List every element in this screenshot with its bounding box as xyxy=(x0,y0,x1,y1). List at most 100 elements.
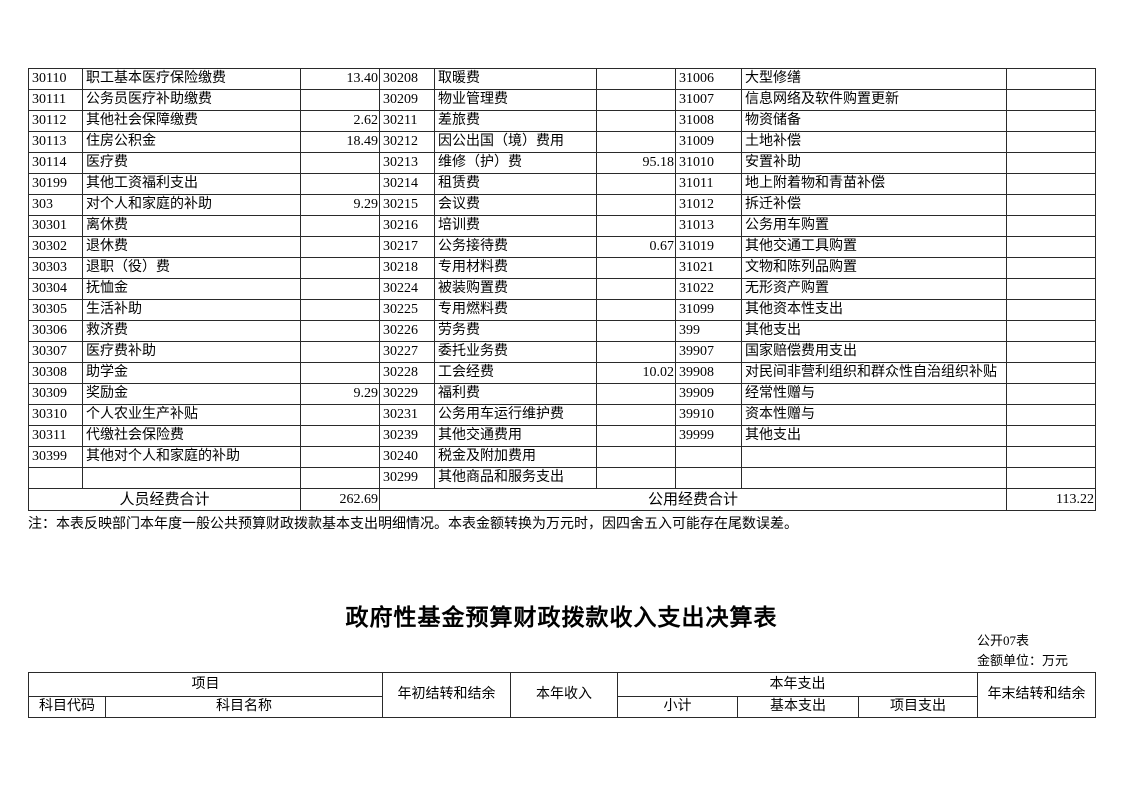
subject-name-cell: 培训费 xyxy=(434,215,597,237)
subject-name-cell: 无形资产购置 xyxy=(741,278,1007,300)
subject-code-cell: 30310 xyxy=(28,404,83,426)
totals-row: 人员经费合计 262.69 公用经费合计 113.22 xyxy=(28,488,1096,511)
table-code-label: 公开07表 xyxy=(977,633,1030,648)
subject-name-cell: 物业管理费 xyxy=(434,89,597,111)
subject-name-cell: 公务用车购置 xyxy=(741,215,1007,237)
amount-cell: 95.18 xyxy=(596,152,676,174)
subject-name-cell: 其他社会保障缴费 xyxy=(82,110,301,132)
amount-cell xyxy=(300,89,380,111)
amount-cell xyxy=(596,89,676,111)
amount-cell xyxy=(300,341,380,363)
subject-name-cell: 医疗费 xyxy=(82,152,301,174)
amount-cell xyxy=(1006,236,1096,258)
subject-name-cell: 会议费 xyxy=(434,194,597,216)
table-row: 30306 救济费 30226 劳务费 399 其他支出 xyxy=(28,320,1096,342)
subject-code-cell: 31022 xyxy=(675,278,742,300)
amount-cell xyxy=(596,404,676,426)
amount-cell xyxy=(596,341,676,363)
subject-name-cell: 租赁费 xyxy=(434,173,597,195)
subject-code-cell: 30229 xyxy=(379,383,435,405)
personnel-total-label: 人员经费合计 xyxy=(28,488,301,511)
subject-code-cell: 30240 xyxy=(379,446,435,468)
subject-code-cell: 31099 xyxy=(675,299,742,321)
subject-code-cell: 31013 xyxy=(675,215,742,237)
subject-name-cell: 抚恤金 xyxy=(82,278,301,300)
amount-cell xyxy=(596,467,676,489)
subject-name-cell: 职工基本医疗保险缴费 xyxy=(82,68,301,90)
subject-code-cell: 30239 xyxy=(379,425,435,447)
amount-cell xyxy=(596,110,676,132)
amount-cell xyxy=(300,152,380,174)
amount-cell xyxy=(1006,110,1096,132)
table-row: 30110 职工基本医疗保险缴费 13.40 30208 取暖费 31006 大型修缮 xyxy=(28,68,1096,90)
subject-code-cell xyxy=(28,467,83,489)
amount-cell xyxy=(300,320,380,342)
subject-code-cell: 30224 xyxy=(379,278,435,300)
subject-code-cell: 30212 xyxy=(379,131,435,153)
subject-code-cell: 30199 xyxy=(28,173,83,195)
table-row: 30114 医疗费 30213 维修（护）费 95.18 31010 安置补助 xyxy=(28,152,1096,174)
subject-name-cell xyxy=(741,446,1007,468)
amount-cell: 0.67 xyxy=(596,236,676,258)
subject-code-cell: 30226 xyxy=(379,320,435,342)
subject-code-cell: 31008 xyxy=(675,110,742,132)
subject-name-cell: 取暖费 xyxy=(434,68,597,90)
amount-cell xyxy=(1006,446,1096,468)
table-row: 30301 离休费 30216 培训费 31013 公务用车购置 xyxy=(28,215,1096,237)
subject-code-cell: 30301 xyxy=(28,215,83,237)
subject-name-cell: 医疗费补助 xyxy=(82,341,301,363)
table-row: 303 对个人和家庭的补助 9.29 30215 会议费 31012 拆迁补偿 xyxy=(28,194,1096,216)
amount-cell xyxy=(1006,257,1096,279)
subject-code-cell: 39909 xyxy=(675,383,742,405)
subject-code-cell: 30299 xyxy=(379,467,435,489)
subject-code-cell: 39999 xyxy=(675,425,742,447)
current-expenditure-header: 本年支出 xyxy=(616,672,979,697)
amount-cell xyxy=(596,299,676,321)
table-row: 30113 住房公积金 18.49 30212 因公出国（境）费用 31009 土地补偿 xyxy=(28,131,1096,153)
table-meta: 公开07表 金额单位：万元 xyxy=(977,631,1068,671)
subject-code-cell: 30215 xyxy=(379,194,435,216)
subject-code-cell: 30209 xyxy=(379,89,435,111)
subtotal-header: 小计 xyxy=(617,696,738,718)
subject-code-cell: 30113 xyxy=(28,131,83,153)
amount-cell: 10.02 xyxy=(596,362,676,384)
subject-name-cell: 税金及附加费用 xyxy=(434,446,597,468)
subject-code-cell: 30112 xyxy=(28,110,83,132)
subject-name-cell xyxy=(82,467,301,489)
subject-name-cell: 对个人和家庭的补助 xyxy=(82,194,301,216)
amount-cell xyxy=(300,467,380,489)
subject-name-cell: 拆迁补偿 xyxy=(741,194,1007,216)
amount-cell xyxy=(300,215,380,237)
subject-name-cell: 其他支出 xyxy=(741,320,1007,342)
subject-code-cell: 399 xyxy=(675,320,742,342)
amount-cell xyxy=(1006,173,1096,195)
amount-cell xyxy=(1006,278,1096,300)
amount-cell xyxy=(300,278,380,300)
subject-name-cell: 代缴社会保险费 xyxy=(82,425,301,447)
table1-body: 30110 职工基本医疗保险缴费 13.40 30208 取暖费 31006 大型修缮 301… xyxy=(28,68,1096,489)
subject-name-cell: 土地补偿 xyxy=(741,131,1007,153)
subject-code-cell: 30111 xyxy=(28,89,83,111)
table-row: 30309 奖励金 9.29 30229 福利费 39909 经常性赠与 xyxy=(28,383,1096,405)
header-row-1: 项目 年初结转和结余 本年收入 本年支出 年末结转和结余 xyxy=(28,672,1097,718)
subject-code-cell: 30311 xyxy=(28,425,83,447)
subject-name-cell: 生活补助 xyxy=(82,299,301,321)
subject-name-cell: 其他对个人和家庭的补助 xyxy=(82,446,301,468)
amount-cell xyxy=(596,383,676,405)
header-row-2: 科目代码 科目名称 小计 基本支出 项目支出 xyxy=(28,696,1096,718)
subject-name-cell: 安置补助 xyxy=(741,152,1007,174)
subject-code-cell: 31010 xyxy=(675,152,742,174)
subject-code-cell: 30218 xyxy=(379,257,435,279)
amount-cell xyxy=(300,404,380,426)
table-row: 30112 其他社会保障缴费 2.62 30211 差旅费 31008 物资储备 xyxy=(28,110,1096,132)
subject-code-cell: 30114 xyxy=(28,152,83,174)
subject-name-cell: 退休费 xyxy=(82,236,301,258)
subject-name-cell: 因公出国（境）费用 xyxy=(434,131,597,153)
amount-cell xyxy=(596,194,676,216)
table-row: 30199 其他工资福利支出 30214 租赁费 31011 地上附着物和青苗补偿 xyxy=(28,173,1096,195)
basic-expenditure-header: 基本支出 xyxy=(737,696,859,718)
subject-code-cell: 39908 xyxy=(675,362,742,384)
subject-name-cell: 维修（护）费 xyxy=(434,152,597,174)
subject-code-cell: 30213 xyxy=(379,152,435,174)
amount-cell xyxy=(596,446,676,468)
